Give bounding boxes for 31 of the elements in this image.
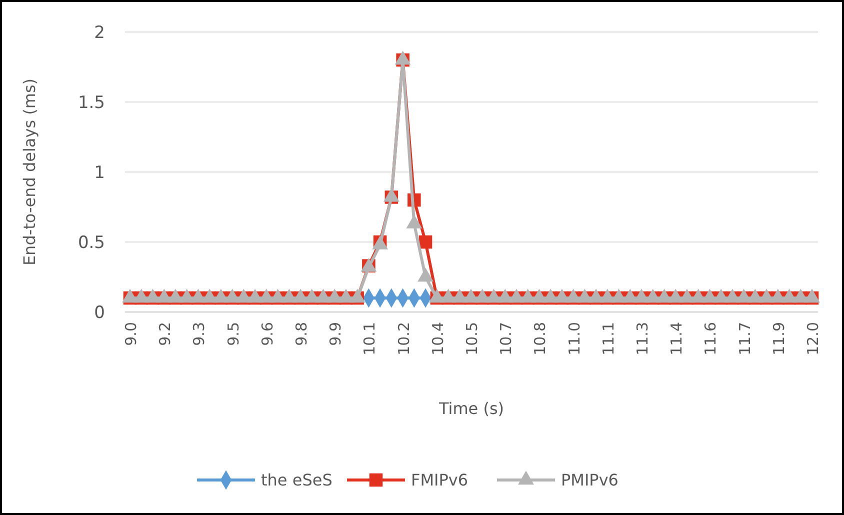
x-tick-label: 10.5 [463, 322, 481, 356]
x-tick-label: 10.1 [360, 322, 379, 356]
x-tick-label: 9.3 [190, 322, 208, 346]
x-tick-label: 11.0 [565, 322, 584, 356]
x-tick-label: 9.8 [292, 322, 310, 346]
x-tick-label: 10.7 [497, 322, 516, 356]
y-tick-label: 2 [94, 22, 105, 43]
legend-label: PMIPv6 [561, 470, 618, 490]
y-axis-title: End-to-end delays (ms) [20, 78, 39, 266]
x-tick-label: 10.4 [428, 322, 447, 356]
x-tick-label: 12.0 [804, 322, 822, 356]
y-tick-label: 0.5 [78, 232, 105, 253]
x-tick-label: 10.8 [531, 322, 550, 356]
x-tick-label: 11.9 [770, 322, 788, 356]
x-tick-label: 9.2 [156, 322, 174, 346]
y-tick-label: 1 [94, 162, 105, 183]
x-tick-label: 10.2 [394, 322, 413, 356]
x-tick-label: 9.5 [224, 322, 242, 346]
x-tick-label: 11.6 [702, 322, 720, 356]
x-tick-label: 9.6 [258, 322, 276, 346]
x-tick-label: 11.4 [668, 322, 686, 356]
legend-label: FMIPv6 [411, 470, 468, 490]
x-tick-label: 11.7 [736, 322, 754, 356]
x-tick-label: 11.3 [634, 322, 652, 356]
y-tick-label: 1.5 [78, 92, 105, 113]
y-tick-label: 0 [94, 302, 105, 323]
x-tick-label: 9.9 [326, 322, 345, 346]
x-axis-title: Time (s) [438, 399, 504, 418]
x-tick-label: 9.0 [122, 322, 140, 346]
x-tick-label: 11.1 [599, 322, 618, 356]
legend-label: the eSeS [261, 470, 332, 490]
